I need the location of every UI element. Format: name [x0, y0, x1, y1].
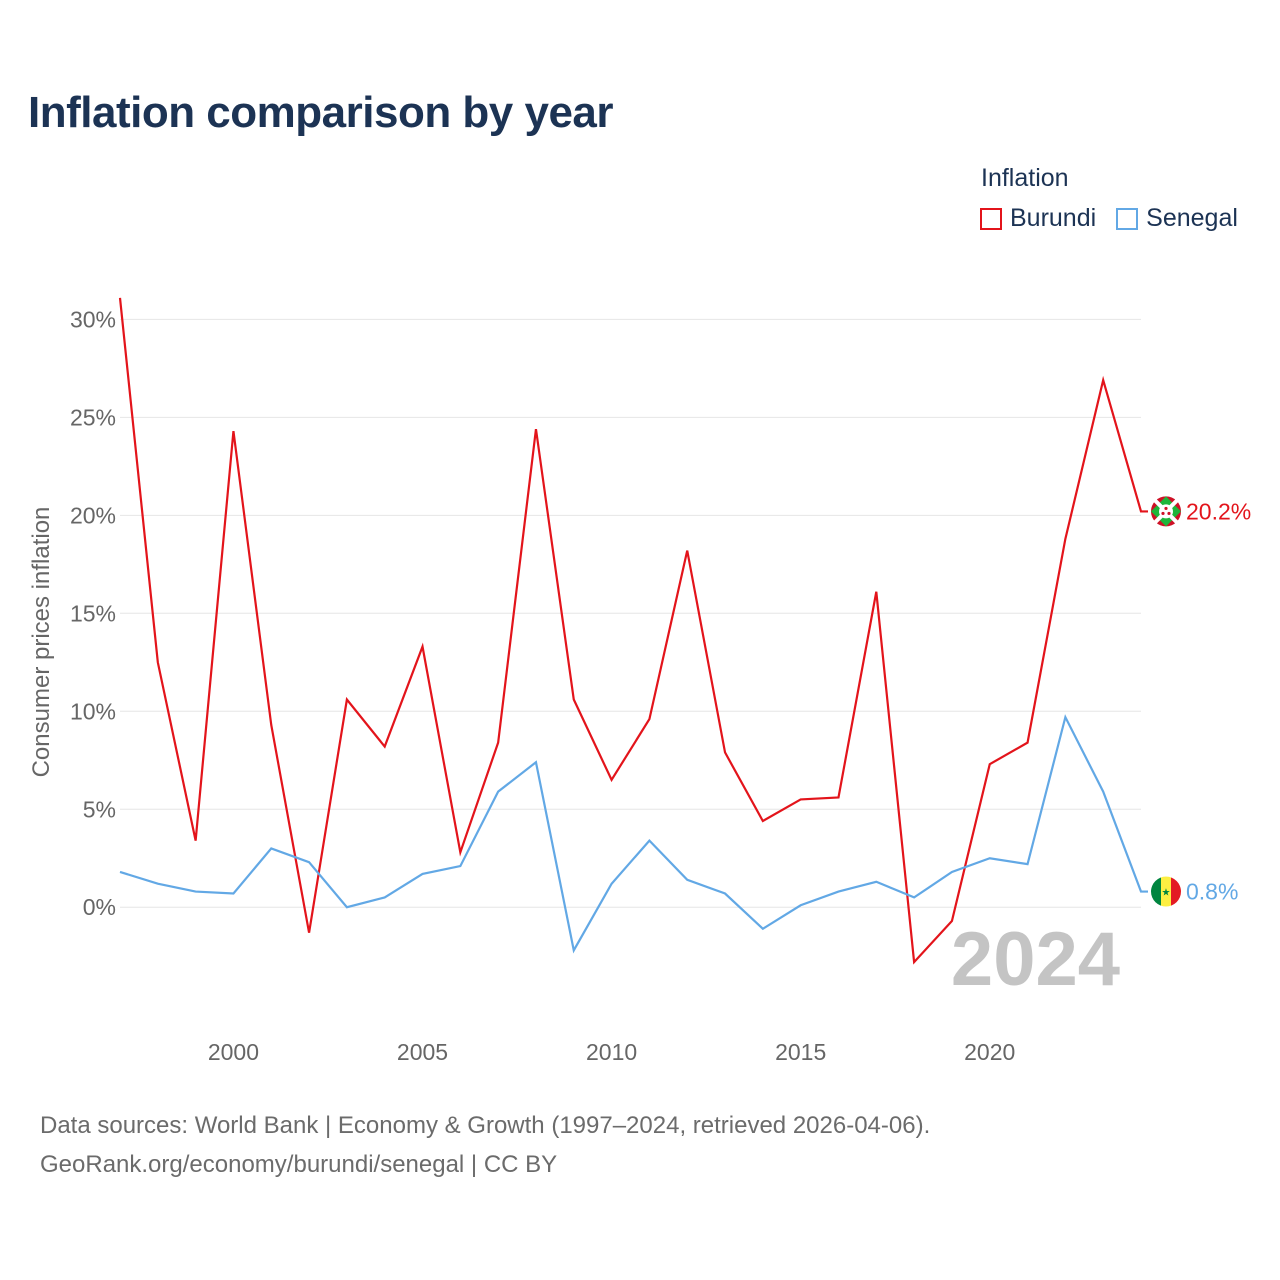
legend-label-senegal: Senegal — [1146, 204, 1238, 232]
series-end-label: 20.2% — [1186, 498, 1251, 524]
legend-swatch-senegal — [1116, 207, 1139, 230]
series-endpoints: 20.2% ★ 0.8% — [1151, 496, 1251, 907]
x-tick-label: 2010 — [586, 1039, 637, 1065]
x-tick-label: 2000 — [208, 1039, 259, 1065]
legend: Burundi Senegal — [980, 204, 1258, 233]
legend-title: Inflation — [981, 164, 1069, 192]
legend-label-burundi: Burundi — [1010, 204, 1097, 232]
y-tick-label: 15% — [70, 600, 116, 626]
legend-item-senegal[interactable]: Senegal — [1116, 204, 1238, 233]
flag-senegal-icon: ★ — [1151, 876, 1181, 907]
source-note: Data sources: World Bank | Economy & Gro… — [40, 1106, 930, 1184]
legend-swatch-burundi — [980, 207, 1002, 230]
series-end-burundi: 20.2% — [1151, 496, 1251, 527]
y-tick-label: 20% — [70, 502, 116, 528]
x-tick-label: 2005 — [397, 1039, 448, 1065]
source-line-1: Data sources: World Bank | Economy & Gro… — [40, 1112, 931, 1139]
grid-lines — [120, 318, 1141, 908]
line-chart: 0% 5% 10% 15% 20% 25% 30% 2000 2005 2010 2015 2020… — [70, 297, 1251, 1065]
flag-burundi-icon — [1151, 496, 1181, 527]
series-end-label: 0.8% — [1186, 879, 1238, 905]
y-tick-label: 30% — [70, 306, 116, 332]
y-tick-label: 25% — [70, 404, 116, 430]
series-end-senegal: ★ 0.8% — [1151, 876, 1238, 907]
svg-text:★: ★ — [1162, 888, 1171, 899]
series-line-burundi[interactable] — [118, 297, 1148, 965]
x-tick-label: 2020 — [964, 1039, 1015, 1065]
x-tick-label: 2015 — [775, 1039, 826, 1065]
series-lines — [118, 297, 1148, 965]
chart-title: Inflation comparison by year — [28, 88, 614, 137]
source-line-2[interactable]: GeoRank.org/economy/burundi/senegal | CC… — [40, 1151, 558, 1178]
y-tick-label: 10% — [70, 698, 116, 724]
y-tick-label: 0% — [83, 894, 116, 920]
y-axis-ticks: 0% 5% 10% 15% 20% 25% 30% — [70, 306, 116, 920]
year-watermark: 2024 — [951, 917, 1120, 1002]
legend-item-burundi[interactable]: Burundi — [980, 204, 1096, 233]
y-tick-label: 5% — [83, 796, 116, 822]
x-axis-ticks: 2000 2005 2010 2015 2020 — [208, 1039, 1015, 1065]
series-line-senegal[interactable] — [119, 714, 1148, 954]
